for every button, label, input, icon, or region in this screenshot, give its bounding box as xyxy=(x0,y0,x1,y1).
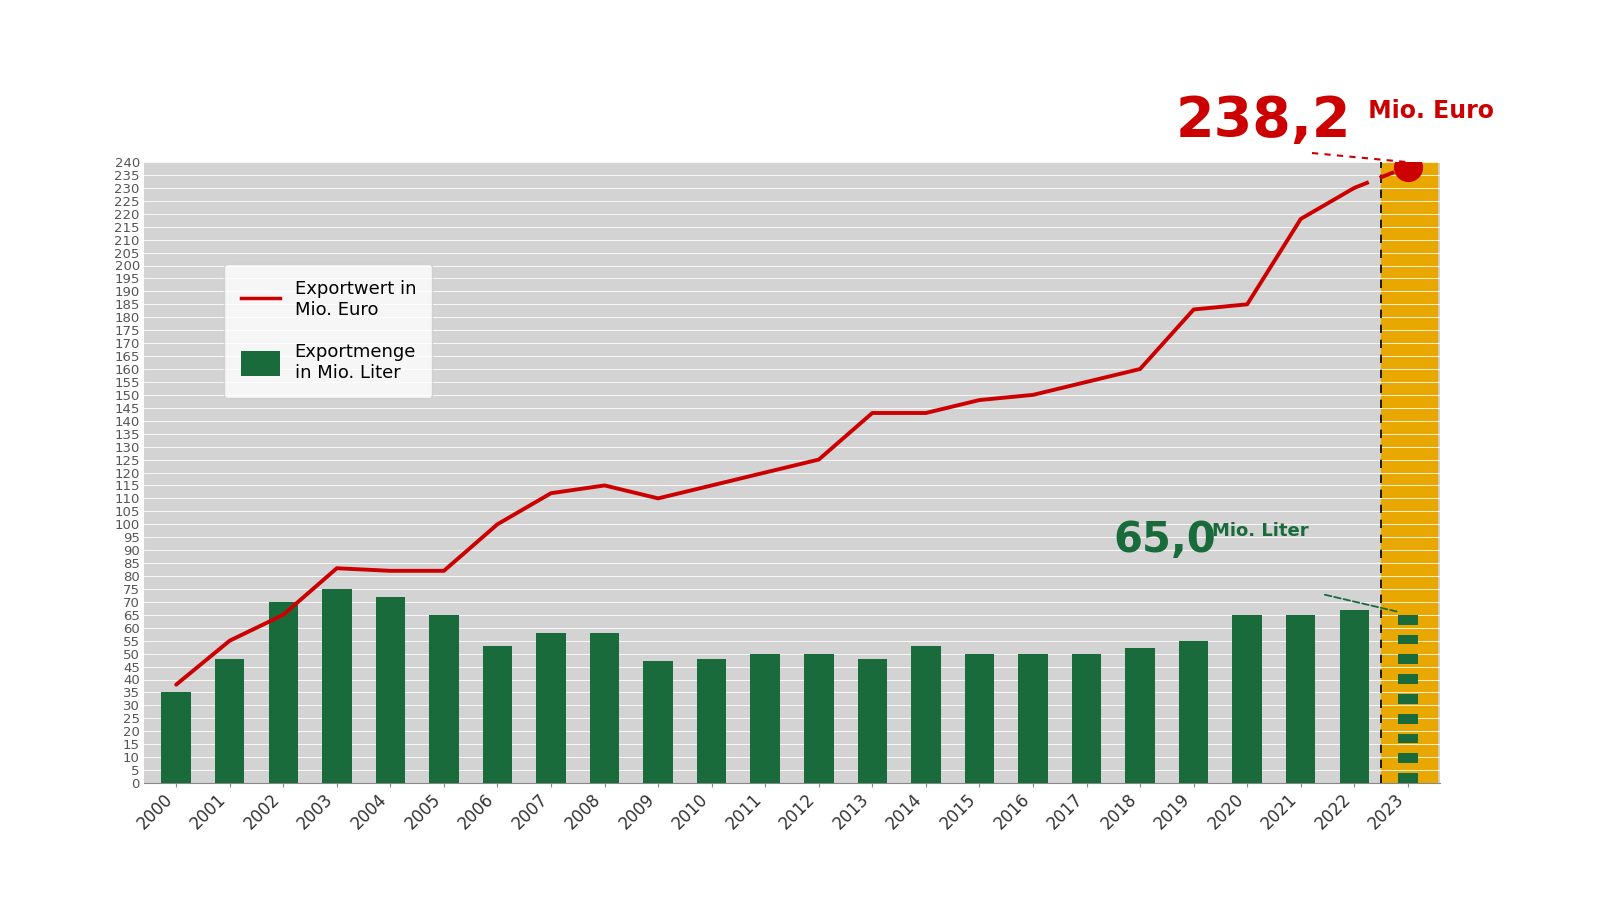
Bar xyxy=(643,662,674,783)
Bar xyxy=(1397,773,1418,783)
Bar xyxy=(1018,653,1048,783)
Bar xyxy=(965,653,994,783)
Bar xyxy=(750,653,779,783)
Bar xyxy=(429,615,459,783)
Bar xyxy=(910,646,941,783)
Bar xyxy=(1397,674,1418,684)
Bar xyxy=(1397,654,1418,664)
Bar xyxy=(1232,615,1262,783)
Bar xyxy=(214,659,245,783)
Bar xyxy=(1381,162,1437,783)
Bar xyxy=(858,659,886,783)
Bar xyxy=(1339,609,1370,783)
Bar xyxy=(1397,694,1418,704)
Bar xyxy=(1397,734,1418,743)
Bar xyxy=(322,589,352,783)
Bar xyxy=(698,659,726,783)
Bar xyxy=(1397,634,1418,644)
Legend: Exportwert in
Mio. Euro, Exportmenge
in Mio. Liter: Exportwert in Mio. Euro, Exportmenge in … xyxy=(224,265,432,398)
Text: 65,0: 65,0 xyxy=(1114,519,1216,561)
Bar xyxy=(376,597,405,783)
Bar xyxy=(590,633,619,783)
Bar xyxy=(269,602,298,783)
Text: 238,2: 238,2 xyxy=(1176,94,1352,148)
Bar xyxy=(1397,714,1418,724)
Bar xyxy=(1179,641,1208,783)
Bar xyxy=(1286,615,1315,783)
Text: Mio. Liter: Mio. Liter xyxy=(1213,522,1309,540)
Bar xyxy=(483,646,512,783)
Bar xyxy=(1125,648,1155,783)
Bar xyxy=(805,653,834,783)
Text: Mio. Euro: Mio. Euro xyxy=(1360,99,1494,123)
Bar xyxy=(1397,615,1418,625)
Bar xyxy=(1397,753,1418,763)
Bar xyxy=(162,692,190,783)
Bar xyxy=(536,633,566,783)
Bar xyxy=(1072,653,1101,783)
